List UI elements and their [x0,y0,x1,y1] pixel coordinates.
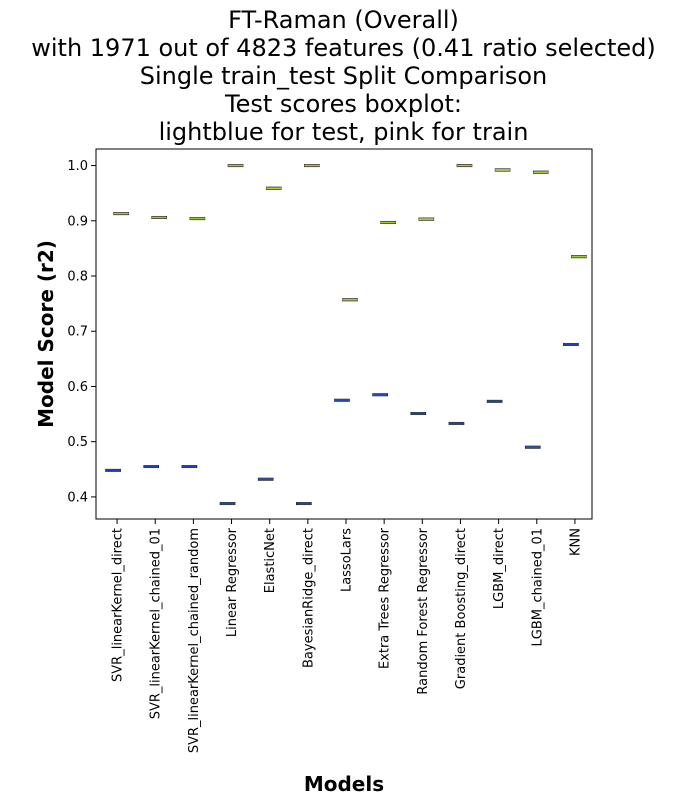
title-line-4: Test scores boxplot: [224,90,462,118]
title-line-3: Single train_test Split Comparison [140,62,548,90]
x-axis-label: Models [304,772,384,796]
x-tick-label-1: SVR_linearKernel_chained_01 [149,528,164,719]
y-tick-label-3: 0.7 [67,325,88,340]
y-axis-label: Model Score (r2) [34,240,58,428]
title-line-2: with 1971 out of 4823 features (0.41 rat… [31,34,656,62]
y-tick-label-6: 1.0 [67,159,88,174]
x-tick-label-4: ElasticNet [263,528,278,593]
y-tick-label-4: 0.8 [67,270,88,285]
x-tick-label-8: Random Forest Regressor [416,527,431,694]
x-tick-label-2: SVR_linearKernel_chained_random [187,528,202,753]
x-tick-label-3: Linear Regressor [225,527,240,637]
x-tick-label-5: BayesianRidge_direct [301,528,316,668]
x-tick-label-9: Gradient Boosting_direct [454,528,469,689]
x-tick-label-10: LGBM_direct [492,528,507,609]
y-tick-label-5: 0.9 [67,214,88,229]
x-tick-label-12: KNN [568,528,583,556]
title-line-5: lightblue for test, pink for train [159,118,529,146]
chart-title: FT-Raman (Overall) with 1971 out of 4823… [31,6,656,146]
plot-frame [95,148,593,520]
x-tick-label-6: LassoLars [340,528,355,592]
plot-area: 0.4 0.5 0.6 0.7 0.8 0.9 1.0 SVR_linearKernel_di… [67,148,593,753]
y-tick-label-2: 0.6 [67,380,88,395]
y-tick-label-0: 0.4 [67,490,88,505]
x-tick-label-11: LGBM_chained_01 [530,528,545,646]
y-tick-label-1: 0.5 [67,435,88,450]
x-tick-label-7: Extra Trees Regressor [378,527,393,669]
x-tick-label-0: SVR_linearKernel_direct [111,528,126,682]
title-line-1: FT-Raman (Overall) [228,6,459,34]
